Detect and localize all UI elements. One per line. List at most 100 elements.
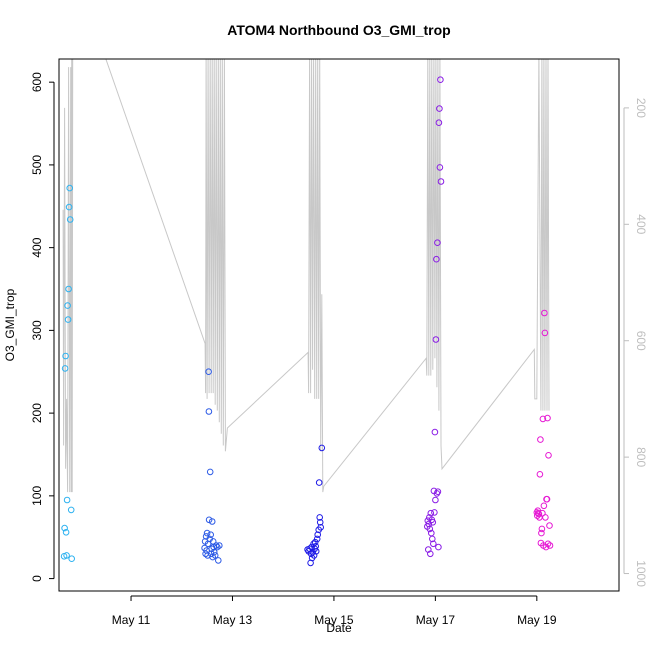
data-point [66, 216, 74, 223]
data-point [318, 444, 326, 452]
plot-frame [58, 58, 620, 592]
data-point [314, 531, 322, 539]
data-point [63, 496, 71, 504]
chart-title: ATOM4 Northbound O3_GMI_trop [227, 22, 450, 38]
x-axis-label: Date [326, 621, 352, 635]
pressure-line [62, 59, 550, 493]
right-tick-label: 400 [634, 214, 648, 234]
data-point [435, 119, 443, 126]
right-tick-label: 200 [634, 98, 648, 118]
data-point [317, 524, 325, 531]
data-point [538, 525, 546, 533]
data-point [66, 184, 73, 192]
data-point [63, 552, 70, 559]
data-point [208, 518, 216, 525]
y-axis: 0 100 200 300 400 500 600 [30, 72, 55, 582]
y-tick-label: 500 [30, 155, 44, 175]
data-point [539, 509, 546, 517]
data-point [313, 535, 321, 543]
data-point [203, 529, 211, 537]
data-point [434, 488, 442, 496]
data-point [544, 540, 552, 548]
data-point [309, 548, 316, 556]
data-point [61, 365, 69, 372]
data-point [431, 428, 439, 436]
data-point [436, 164, 444, 171]
data-point [68, 555, 75, 563]
data-point [64, 302, 71, 309]
data-point [542, 543, 550, 551]
data-point [433, 255, 440, 263]
data-point [429, 519, 437, 526]
data-point [210, 548, 218, 556]
data-point [541, 329, 549, 337]
data-point [431, 509, 438, 516]
scatter-points [60, 76, 554, 567]
data-point [538, 529, 545, 537]
data-point [215, 557, 222, 564]
data-point [312, 543, 320, 550]
right-tick-label: 1000 [634, 560, 648, 587]
data-point [437, 178, 445, 185]
data-point [315, 479, 323, 486]
pressure-line-path [62, 59, 550, 493]
right-axis: 200 400 600 800 1000 [623, 98, 648, 587]
data-point [62, 352, 69, 360]
x-tick-label: May 15 [314, 613, 354, 627]
y-tick-label: 400 [30, 237, 44, 257]
y-tick-label: 200 [30, 403, 44, 423]
x-axis: May 11 May 13 May 15 May 17 May 19 [112, 595, 557, 627]
x-tick-label: May 19 [517, 613, 557, 627]
right-tick-label: 800 [634, 447, 648, 467]
data-point [67, 506, 75, 514]
data-point [65, 285, 72, 293]
right-tick-label: 600 [634, 331, 648, 351]
data-point [205, 368, 212, 376]
data-point [540, 502, 548, 510]
data-point [542, 514, 549, 521]
data-point [545, 452, 552, 459]
y-tick-label: 300 [30, 320, 44, 340]
data-point [427, 509, 435, 517]
data-point [427, 550, 434, 558]
data-point [536, 471, 544, 478]
y-tick-label: 100 [30, 486, 44, 506]
data-point [432, 496, 439, 504]
data-point [216, 542, 223, 549]
data-point [212, 542, 220, 549]
data-point [316, 514, 324, 521]
data-point [546, 522, 553, 529]
data-point [312, 548, 320, 555]
data-point [426, 525, 434, 533]
data-point [546, 542, 554, 549]
data-point [62, 529, 70, 536]
data-point [541, 309, 548, 317]
x-tick-label: May 11 [112, 613, 151, 627]
data-point [311, 538, 319, 546]
data-point [207, 531, 214, 539]
data-point [544, 414, 551, 422]
data-point [429, 535, 436, 543]
data-point [65, 203, 73, 211]
data-point [437, 76, 444, 83]
data-point [435, 543, 442, 551]
data-point [425, 520, 433, 528]
data-point [539, 415, 547, 423]
data-point [64, 316, 72, 323]
data-point [430, 540, 437, 548]
data-point [535, 510, 543, 518]
data-point [537, 436, 544, 443]
data-point [432, 336, 440, 343]
y-axis-label: O3_GMI_trop [3, 288, 17, 361]
data-point [434, 239, 441, 246]
data-point [543, 495, 551, 503]
x-tick-label: May 17 [416, 613, 456, 627]
data-point [205, 408, 213, 415]
y-tick-label: 600 [30, 72, 44, 92]
data-point [211, 552, 219, 559]
data-point [214, 543, 221, 551]
data-point [316, 519, 324, 526]
data-point [436, 105, 443, 112]
y-tick-label: 0 [30, 575, 44, 582]
